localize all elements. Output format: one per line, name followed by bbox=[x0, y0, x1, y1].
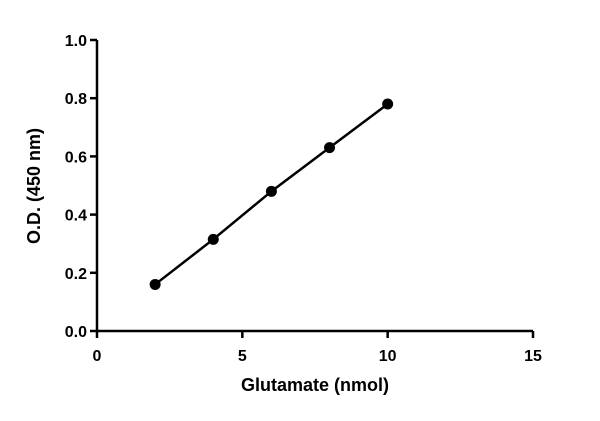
data-point-marker bbox=[265, 185, 277, 197]
y-axis: 0.0 0.2 0.4 0.6 0.8 1.0 bbox=[65, 33, 99, 341]
x-tick-label: 15 bbox=[524, 348, 542, 365]
y-axis-title: O.D. (450 nm) bbox=[24, 128, 44, 244]
plot-area bbox=[149, 98, 394, 290]
y-tick-label: 0.8 bbox=[65, 91, 87, 108]
x-axis-title: Glutamate (nmol) bbox=[241, 375, 389, 395]
x-tick-label: 10 bbox=[379, 348, 397, 365]
x-axis: 0 5 10 15 bbox=[93, 329, 542, 365]
y-tick-label: 0.0 bbox=[65, 324, 87, 341]
data-point-marker bbox=[149, 278, 161, 290]
x-tick-label: 5 bbox=[238, 348, 247, 365]
y-tick-label: 0.2 bbox=[65, 266, 87, 283]
data-point-marker bbox=[382, 98, 394, 110]
y-tick-label: 1.0 bbox=[65, 33, 87, 50]
data-point-marker bbox=[207, 233, 219, 245]
x-tick-label: 0 bbox=[93, 348, 102, 365]
y-tick-label: 0.6 bbox=[65, 149, 87, 166]
data-point-marker bbox=[324, 142, 336, 154]
y-tick-label: 0.4 bbox=[65, 208, 87, 225]
